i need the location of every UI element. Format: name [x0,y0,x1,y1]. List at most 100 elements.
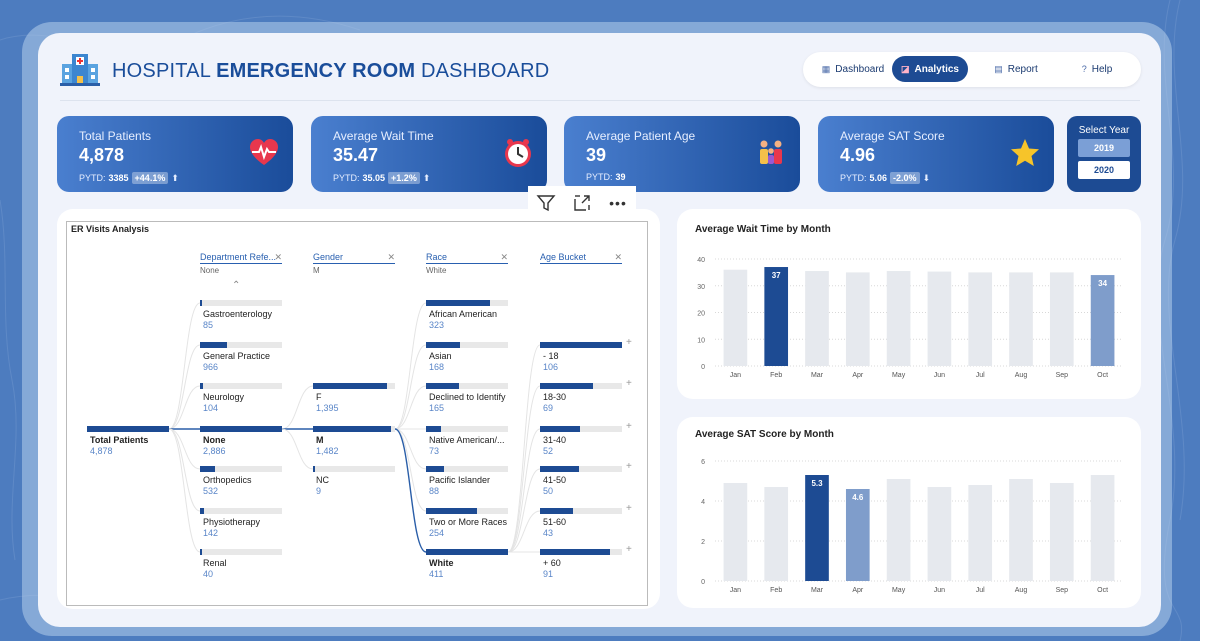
expand-plus-icon[interactable]: + [626,337,632,348]
node-label[interactable]: M [316,435,324,445]
expand-plus-icon[interactable]: + [626,378,632,389]
year-option-2020[interactable]: 2020 [1078,161,1130,179]
close-icon[interactable]: ✕ [387,252,395,262]
bar-aug[interactable] [1009,479,1033,581]
node-label[interactable]: None [203,435,226,445]
chevron-up-icon[interactable]: ⌃ [232,280,241,291]
bar-jul[interactable] [968,485,993,581]
nav-dashboard-button[interactable]: ▦ Dashboard [821,63,885,75]
node-label[interactable]: Gastroenterology [203,309,273,319]
expand-plus-icon[interactable]: + [626,544,632,555]
node-bar[interactable] [540,383,594,389]
node-bar[interactable] [426,300,491,306]
nav-report-button[interactable]: ▤ Report [994,63,1038,75]
column-header-gender[interactable]: Gender ✕ [313,252,395,264]
node-bar[interactable] [200,549,202,555]
node-bar[interactable] [313,383,387,389]
node-label[interactable]: White [429,558,454,568]
tree-link [507,385,541,553]
node-label[interactable]: Total Patients [90,435,149,445]
node-bar[interactable] [426,383,459,389]
close-icon[interactable]: ✕ [614,252,622,262]
column-header-department[interactable]: Department Refe... ✕ [200,252,282,264]
node-bar[interactable] [87,426,169,432]
bar-apr[interactable] [845,489,870,581]
column-header-race[interactable]: Race ✕ [426,252,508,264]
bar-feb[interactable] [764,487,789,581]
node-value: 69 [543,403,554,413]
bar-apr[interactable] [845,272,870,366]
node-label[interactable]: Renal [203,558,227,568]
bar-oct[interactable] [1090,475,1115,581]
node-label[interactable]: General Practice [203,351,271,361]
node-bar[interactable] [426,549,508,555]
x-tick-label: Feb [770,587,782,594]
node-value: 411 [429,569,444,579]
bar-may[interactable] [886,271,911,366]
kpi-card-average-patient-age: Average Patient Age 39 PYTD: 39 [564,116,800,192]
node-bar[interactable] [313,426,392,432]
bar-may[interactable] [886,479,911,581]
node-label[interactable]: + 60 [543,558,561,568]
node-bar[interactable] [313,466,315,472]
year-option-2019[interactable]: 2019 [1078,139,1130,157]
bar-mar[interactable] [805,475,829,581]
node-label[interactable]: 31-40 [543,435,567,445]
node-bar[interactable] [540,466,579,472]
node-label[interactable]: NC [316,475,329,485]
node-label[interactable]: Two or More Races [429,517,508,527]
node-label[interactable]: Physiotherapy [203,517,261,527]
node-label[interactable]: Declined to Identify [429,392,506,402]
node-label[interactable]: Orthopedics [203,475,252,485]
node-bar[interactable] [426,466,444,472]
node-bar[interactable] [426,342,460,348]
node-label[interactable]: 51-60 [543,517,567,527]
node-bar[interactable] [540,549,611,555]
node-label[interactable]: Asian [429,351,452,361]
nav-analytics-button[interactable]: ◪ Analytics [892,56,968,82]
close-icon[interactable]: ✕ [500,252,508,262]
bar-jan[interactable] [723,269,748,366]
node-bar[interactable] [426,508,477,514]
node-bar[interactable] [540,342,622,348]
node-bar[interactable] [200,383,203,389]
node-label[interactable]: Pacific Islander [429,475,491,485]
bar-feb[interactable] [764,267,789,366]
bar-jun[interactable] [927,271,952,366]
node-bar[interactable] [200,508,205,514]
node-label[interactable]: Neurology [203,392,245,402]
focus-mode-icon[interactable] [564,186,600,220]
column-header-age-bucket[interactable]: Age Bucket ✕ [540,252,622,264]
node-label[interactable]: 41-50 [543,475,567,485]
bar-oct[interactable] [1090,275,1115,366]
nav-help-button[interactable]: ? Help [1081,63,1113,75]
expand-plus-icon[interactable]: + [626,461,632,472]
node-bar[interactable] [200,426,282,432]
filter-icon[interactable] [528,186,564,220]
node-bar[interactable] [200,342,228,348]
expand-plus-icon[interactable]: + [626,421,632,432]
node-bar[interactable] [200,300,203,306]
bar-jan[interactable] [723,483,748,581]
bar-mar[interactable] [805,271,829,366]
node-bar[interactable] [200,466,216,472]
node-bar[interactable] [540,508,574,514]
node-bar[interactable] [426,426,441,432]
bar-jun[interactable] [927,487,952,581]
node-label[interactable]: 18-30 [543,392,567,402]
close-icon[interactable]: ✕ [274,252,282,262]
node-value: 4,878 [90,446,113,456]
node-label[interactable]: Native American/... [429,435,505,445]
bar-jul[interactable] [968,272,993,366]
expand-plus-icon[interactable]: + [626,503,632,514]
bar-sep[interactable] [1049,483,1074,581]
bar-aug[interactable] [1009,272,1033,366]
node-label[interactable]: - 18 [543,351,559,361]
tree-link [394,428,427,512]
node-label[interactable]: African American [429,309,498,319]
node-bar[interactable] [540,426,581,432]
bar-sep[interactable] [1049,272,1074,366]
node-label[interactable]: F [316,392,322,402]
more-options-icon[interactable]: ••• [600,186,636,220]
data-label: 34 [1098,279,1107,288]
